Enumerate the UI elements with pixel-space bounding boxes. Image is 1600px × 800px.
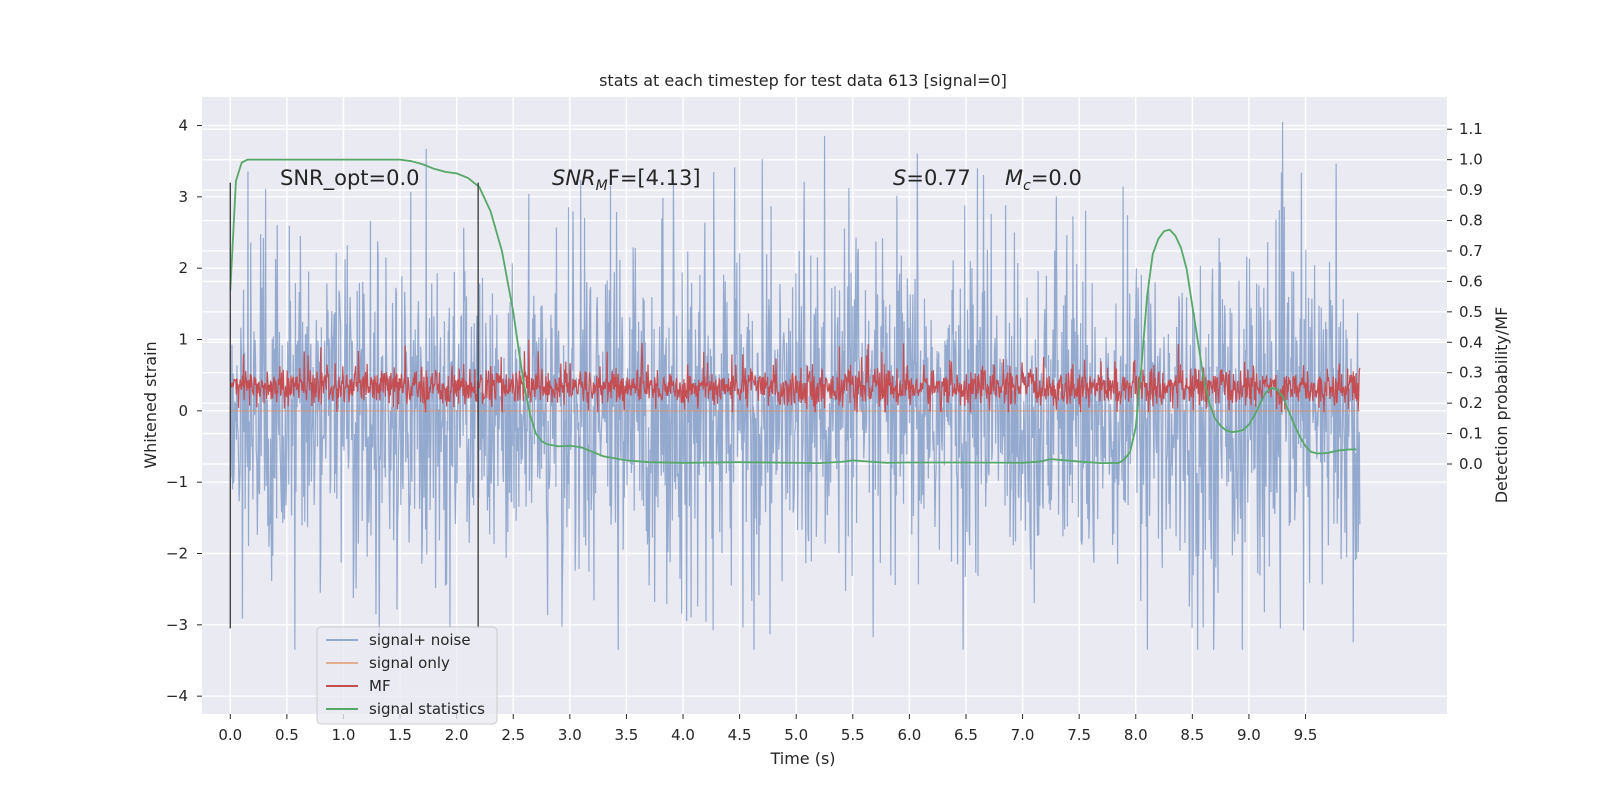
chart-title: stats at each timestep for test data 613… (599, 71, 1007, 90)
legend-label-signal-statistics: signal statistics (369, 700, 485, 718)
y-right-tick-label: 0.1 (1459, 425, 1483, 443)
snr-mf-prefix: SNR (552, 166, 596, 190)
x-tick-label: 5.5 (841, 726, 865, 744)
x-tick-label: 3.5 (615, 726, 639, 744)
y-axis-label-right: Detection probability/MF (1492, 307, 1511, 504)
y-tick-label: −4 (166, 687, 188, 705)
y-right-tick-label: 0.5 (1459, 303, 1483, 321)
x-tick-label: 9.5 (1294, 726, 1318, 744)
y-right-tick-label: 0.8 (1459, 212, 1483, 230)
y-tick-label: 2 (178, 259, 188, 277)
y-right-tick-label: 0.3 (1459, 364, 1483, 382)
y-right-tick-label: 0.9 (1459, 181, 1483, 199)
x-tick-label: 0.5 (275, 726, 299, 744)
series-signal-noise (229, 121, 1361, 650)
legend-label-mf: MF (369, 677, 391, 695)
x-tick-label: 4.0 (671, 726, 695, 744)
annotation-snr-opt: SNR_opt=0.0 (280, 166, 420, 191)
x-tick-label: 3.0 (558, 726, 582, 744)
y-right-tick-label: 0.0 (1459, 455, 1483, 473)
x-tick-label: 8.0 (1124, 726, 1148, 744)
x-tick-label: 7.5 (1067, 726, 1091, 744)
series-layer (229, 121, 1361, 650)
x-tick-label: 2.0 (445, 726, 469, 744)
y-right-tick-label: 0.6 (1459, 272, 1483, 290)
y-right-tick-label: 1.0 (1459, 151, 1483, 169)
x-tick-label: 8.5 (1180, 726, 1204, 744)
legend: signal+ noise signal only MF signal stat… (316, 626, 498, 725)
x-tick-label: 7.0 (1011, 726, 1035, 744)
x-tick-label: 1.0 (332, 726, 356, 744)
y-right-tick-label: 0.2 (1459, 394, 1483, 412)
series-signal-statistics (229, 158, 1357, 464)
annotation-mc: Mc=0.0 (1005, 166, 1082, 194)
mc-suffix: =0.0 (1031, 166, 1082, 190)
y-tick-label: 1 (178, 331, 188, 349)
s-suffix: =0.77 (906, 166, 970, 190)
annotation-s: S=0.77 (893, 166, 971, 190)
annotation-snr-mf: SNRMF=[4.13] (552, 166, 701, 194)
y-tick-label: −1 (166, 473, 188, 491)
snr-mf-sub: M (596, 178, 608, 194)
x-axis-label: Time (s) (769, 749, 835, 768)
x-tick-label: 9.0 (1237, 726, 1261, 744)
x-tick-label: 2.5 (501, 726, 525, 744)
y-tick-label: −2 (166, 545, 188, 563)
y-right-tick-label: 0.4 (1459, 333, 1483, 351)
mc-prefix: M (1005, 166, 1023, 190)
snr-mf-suffix: F=[4.13] (608, 166, 701, 190)
y-tick-label: 0 (178, 402, 188, 420)
y-right-tick-label: 1.1 (1459, 120, 1483, 138)
y-tick-label: 3 (178, 188, 188, 206)
x-tick-label: 6.0 (897, 726, 921, 744)
y-tick-label: −3 (166, 616, 188, 634)
x-tick-label: 4.5 (728, 726, 752, 744)
y-tick-label: 4 (178, 117, 188, 135)
legend-label-signal-noise: signal+ noise (369, 631, 471, 649)
x-tick-label: 0.0 (218, 726, 242, 744)
legend-label-signal-only: signal only (369, 654, 450, 672)
marker-lines (229, 182, 479, 629)
series-mf (229, 339, 1361, 414)
s-prefix: S (893, 166, 906, 190)
x-tick-label: 1.5 (388, 726, 412, 744)
tick-labels: 0.0 0.5 1.0 1.5 2.0 2.5 3.0 3.5 4.0 4.5 5.0 5.5 6.0 6… (166, 117, 1483, 744)
x-tick-label: 5.0 (784, 726, 808, 744)
mc-sub: c (1023, 178, 1031, 194)
y-right-tick-label: 0.7 (1459, 242, 1483, 260)
y-axis-label-left: Whitened strain (141, 341, 160, 468)
x-tick-label: 6.5 (954, 726, 978, 744)
legend-box (316, 626, 498, 725)
